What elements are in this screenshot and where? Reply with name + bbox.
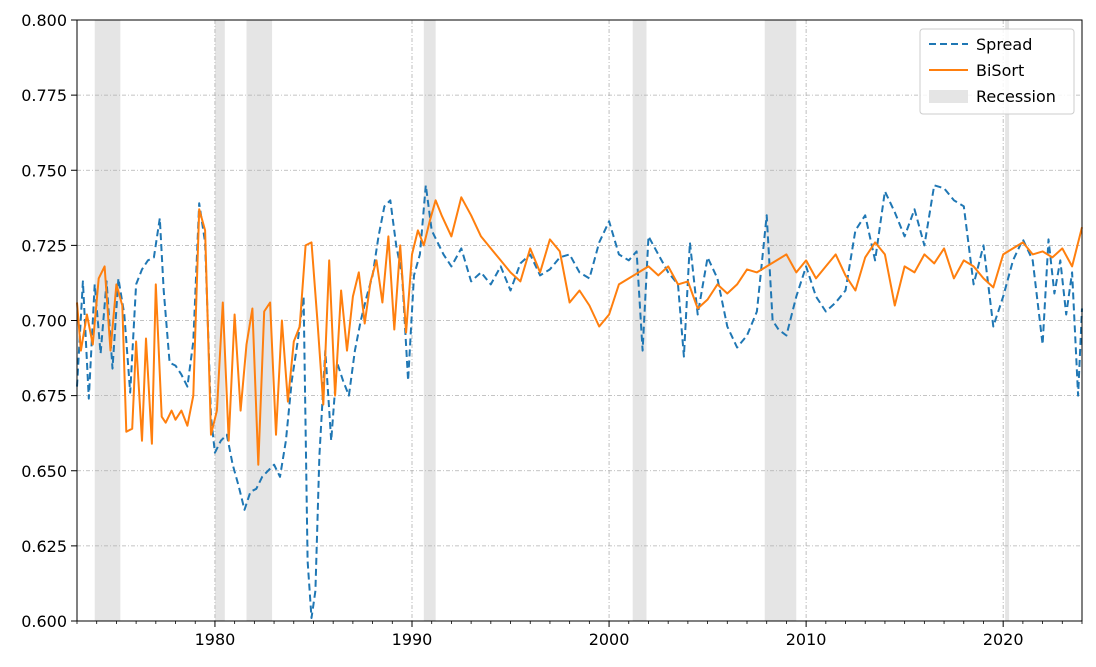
series-line-spread [76, 184, 1083, 619]
x-tick-label: 2000 [589, 630, 630, 649]
x-tick-label: 2020 [983, 630, 1024, 649]
series-line-bisort [76, 196, 1083, 466]
x-tick-label: 2010 [786, 630, 827, 649]
legend-label-spread: Spread [976, 35, 1032, 54]
recession-band [214, 20, 225, 621]
series-lines [76, 184, 1083, 619]
y-tick-label: 0.650 [21, 462, 67, 481]
y-tick-label: 0.725 [21, 236, 67, 255]
y-tick-label: 0.775 [21, 86, 67, 105]
y-tick-label: 0.600 [21, 612, 67, 631]
y-tick-label: 0.675 [21, 387, 67, 406]
y-tick-label: 0.625 [21, 537, 67, 556]
x-tick-label: 1990 [392, 630, 433, 649]
legend-label-recession: Recession [976, 87, 1056, 106]
x-tick-label: 1980 [195, 630, 236, 649]
legend: Spread BiSort Recession [919, 28, 1075, 115]
legend-swatch-recession [929, 90, 968, 103]
y-tick-label: 0.750 [21, 161, 67, 180]
legend-label-bisort: BiSort [976, 61, 1024, 80]
y-tick-label: 0.800 [21, 11, 67, 30]
axes: 0.600 0.625 0.650 0.675 0.700 0.725 0.750 0.775… [21, 11, 1083, 649]
y-tick-label: 0.700 [21, 312, 67, 331]
